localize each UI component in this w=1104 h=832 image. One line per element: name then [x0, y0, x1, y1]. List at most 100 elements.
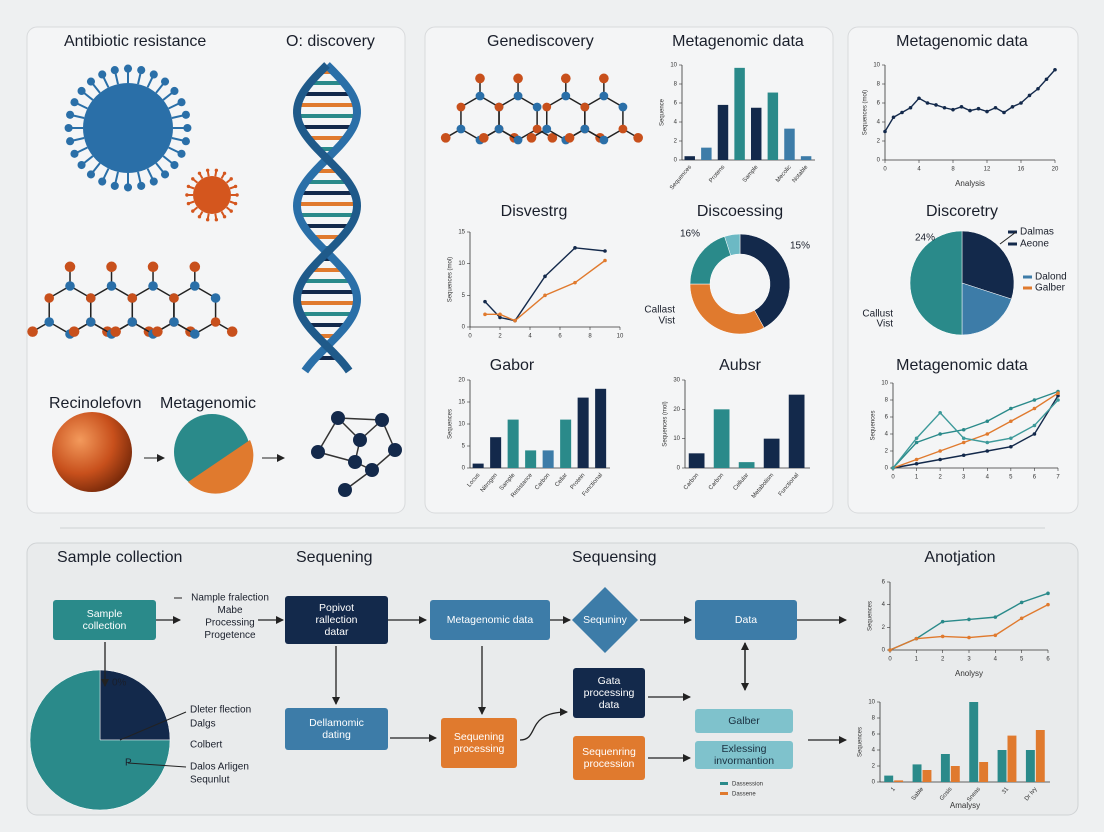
annotation: 0%	[112, 678, 127, 689]
flow-node	[53, 600, 156, 640]
line-point	[1046, 602, 1050, 607]
virus-body	[193, 176, 231, 214]
y-axis-label: Sequences (mol)	[663, 401, 669, 446]
virus-spike	[66, 110, 75, 119]
legend-swatch	[1023, 275, 1032, 279]
line-point	[1027, 93, 1032, 98]
x-tick-label: 0	[468, 334, 472, 340]
atom	[560, 73, 571, 84]
bar	[701, 147, 712, 160]
virus-spike	[205, 217, 210, 222]
line-point	[1036, 86, 1040, 91]
annotation: Callast	[644, 305, 675, 316]
x-tick-label: 4	[986, 475, 990, 481]
atom	[110, 326, 121, 337]
virus-spike	[86, 170, 96, 179]
atom	[152, 326, 163, 337]
virus-spike	[214, 168, 219, 173]
y-tick-label: 8	[885, 398, 889, 404]
atom	[561, 91, 571, 101]
bar	[525, 450, 537, 468]
y-tick-label: 20	[673, 407, 680, 413]
x-axis-label: Analysis	[955, 179, 985, 188]
virus-spike	[123, 64, 133, 73]
legend-swatch	[1008, 230, 1017, 234]
atom	[475, 91, 485, 101]
network-edge	[337, 417, 383, 421]
virus-spike	[181, 110, 190, 119]
y-tick-label: 10	[873, 63, 880, 69]
virus-spike	[160, 170, 170, 179]
bar	[734, 67, 745, 160]
y-tick-label: 4	[877, 120, 881, 126]
atom	[526, 132, 537, 143]
virus-spike	[233, 201, 238, 206]
slice	[961, 282, 1012, 336]
line-point	[543, 293, 547, 298]
list-item: Progetence	[204, 630, 256, 641]
network-node	[388, 443, 402, 457]
virus-spike	[86, 77, 96, 86]
atom	[190, 329, 200, 339]
virus-spike	[186, 184, 191, 189]
line-point	[985, 109, 989, 114]
virus-spike	[70, 149, 79, 158]
y-tick-label: 2	[674, 139, 678, 145]
network-node	[311, 445, 325, 459]
virus-spike	[110, 181, 119, 190]
line-point	[1032, 406, 1037, 411]
node-label: collection	[83, 620, 127, 632]
atom	[127, 317, 138, 327]
line-point	[961, 440, 966, 445]
line-point	[891, 466, 895, 470]
atom	[27, 326, 38, 337]
bar	[542, 450, 554, 468]
y-axis-label: Sequences (mol)	[863, 90, 869, 135]
atom	[532, 102, 542, 112]
flow-node	[573, 736, 645, 780]
line-point	[573, 246, 577, 250]
line-point	[603, 258, 607, 263]
line-point	[1046, 591, 1050, 596]
y-tick-label: 4	[872, 748, 876, 754]
chart-title: Disvestrg	[501, 203, 568, 220]
slice	[909, 230, 963, 336]
atom	[44, 317, 55, 327]
y-tick-label: 15	[458, 400, 465, 406]
y-tick-label: 0	[882, 648, 886, 654]
list-item: Nample fralection	[191, 593, 269, 604]
annotation: 16%	[680, 229, 700, 240]
chart-title: Discoretry	[926, 203, 998, 220]
virus-spike	[229, 209, 233, 213]
x-tick-label: 0	[883, 167, 887, 173]
list-item: Processing	[205, 618, 254, 629]
label: O: discovery	[286, 33, 375, 50]
x-axis-label: Amalysy	[950, 801, 980, 810]
x-tick-label: 20	[1052, 167, 1059, 173]
atom	[618, 124, 628, 134]
line-point	[1009, 406, 1013, 411]
line-point	[1019, 600, 1024, 605]
atom	[210, 317, 221, 327]
line-point	[959, 105, 964, 109]
chart-title: Gabor	[490, 357, 535, 374]
line-series	[892, 392, 1059, 469]
node-label: Popivot	[319, 602, 354, 614]
y-axis-label: Sequences	[868, 601, 874, 631]
atom	[513, 91, 523, 101]
x-tick-label: 4	[994, 657, 998, 663]
bar	[894, 780, 904, 782]
flow-node	[441, 718, 517, 768]
atom	[64, 261, 76, 273]
atom	[456, 102, 466, 112]
node-label: Exlessing	[722, 743, 767, 755]
legend-label: Dassene	[732, 792, 756, 798]
x-tick-label: 10	[617, 334, 624, 340]
slice	[961, 230, 1015, 300]
slice	[29, 669, 171, 811]
atom	[85, 317, 96, 327]
atom	[147, 261, 159, 273]
annotation: 15%	[790, 241, 810, 252]
line-point	[914, 457, 919, 462]
